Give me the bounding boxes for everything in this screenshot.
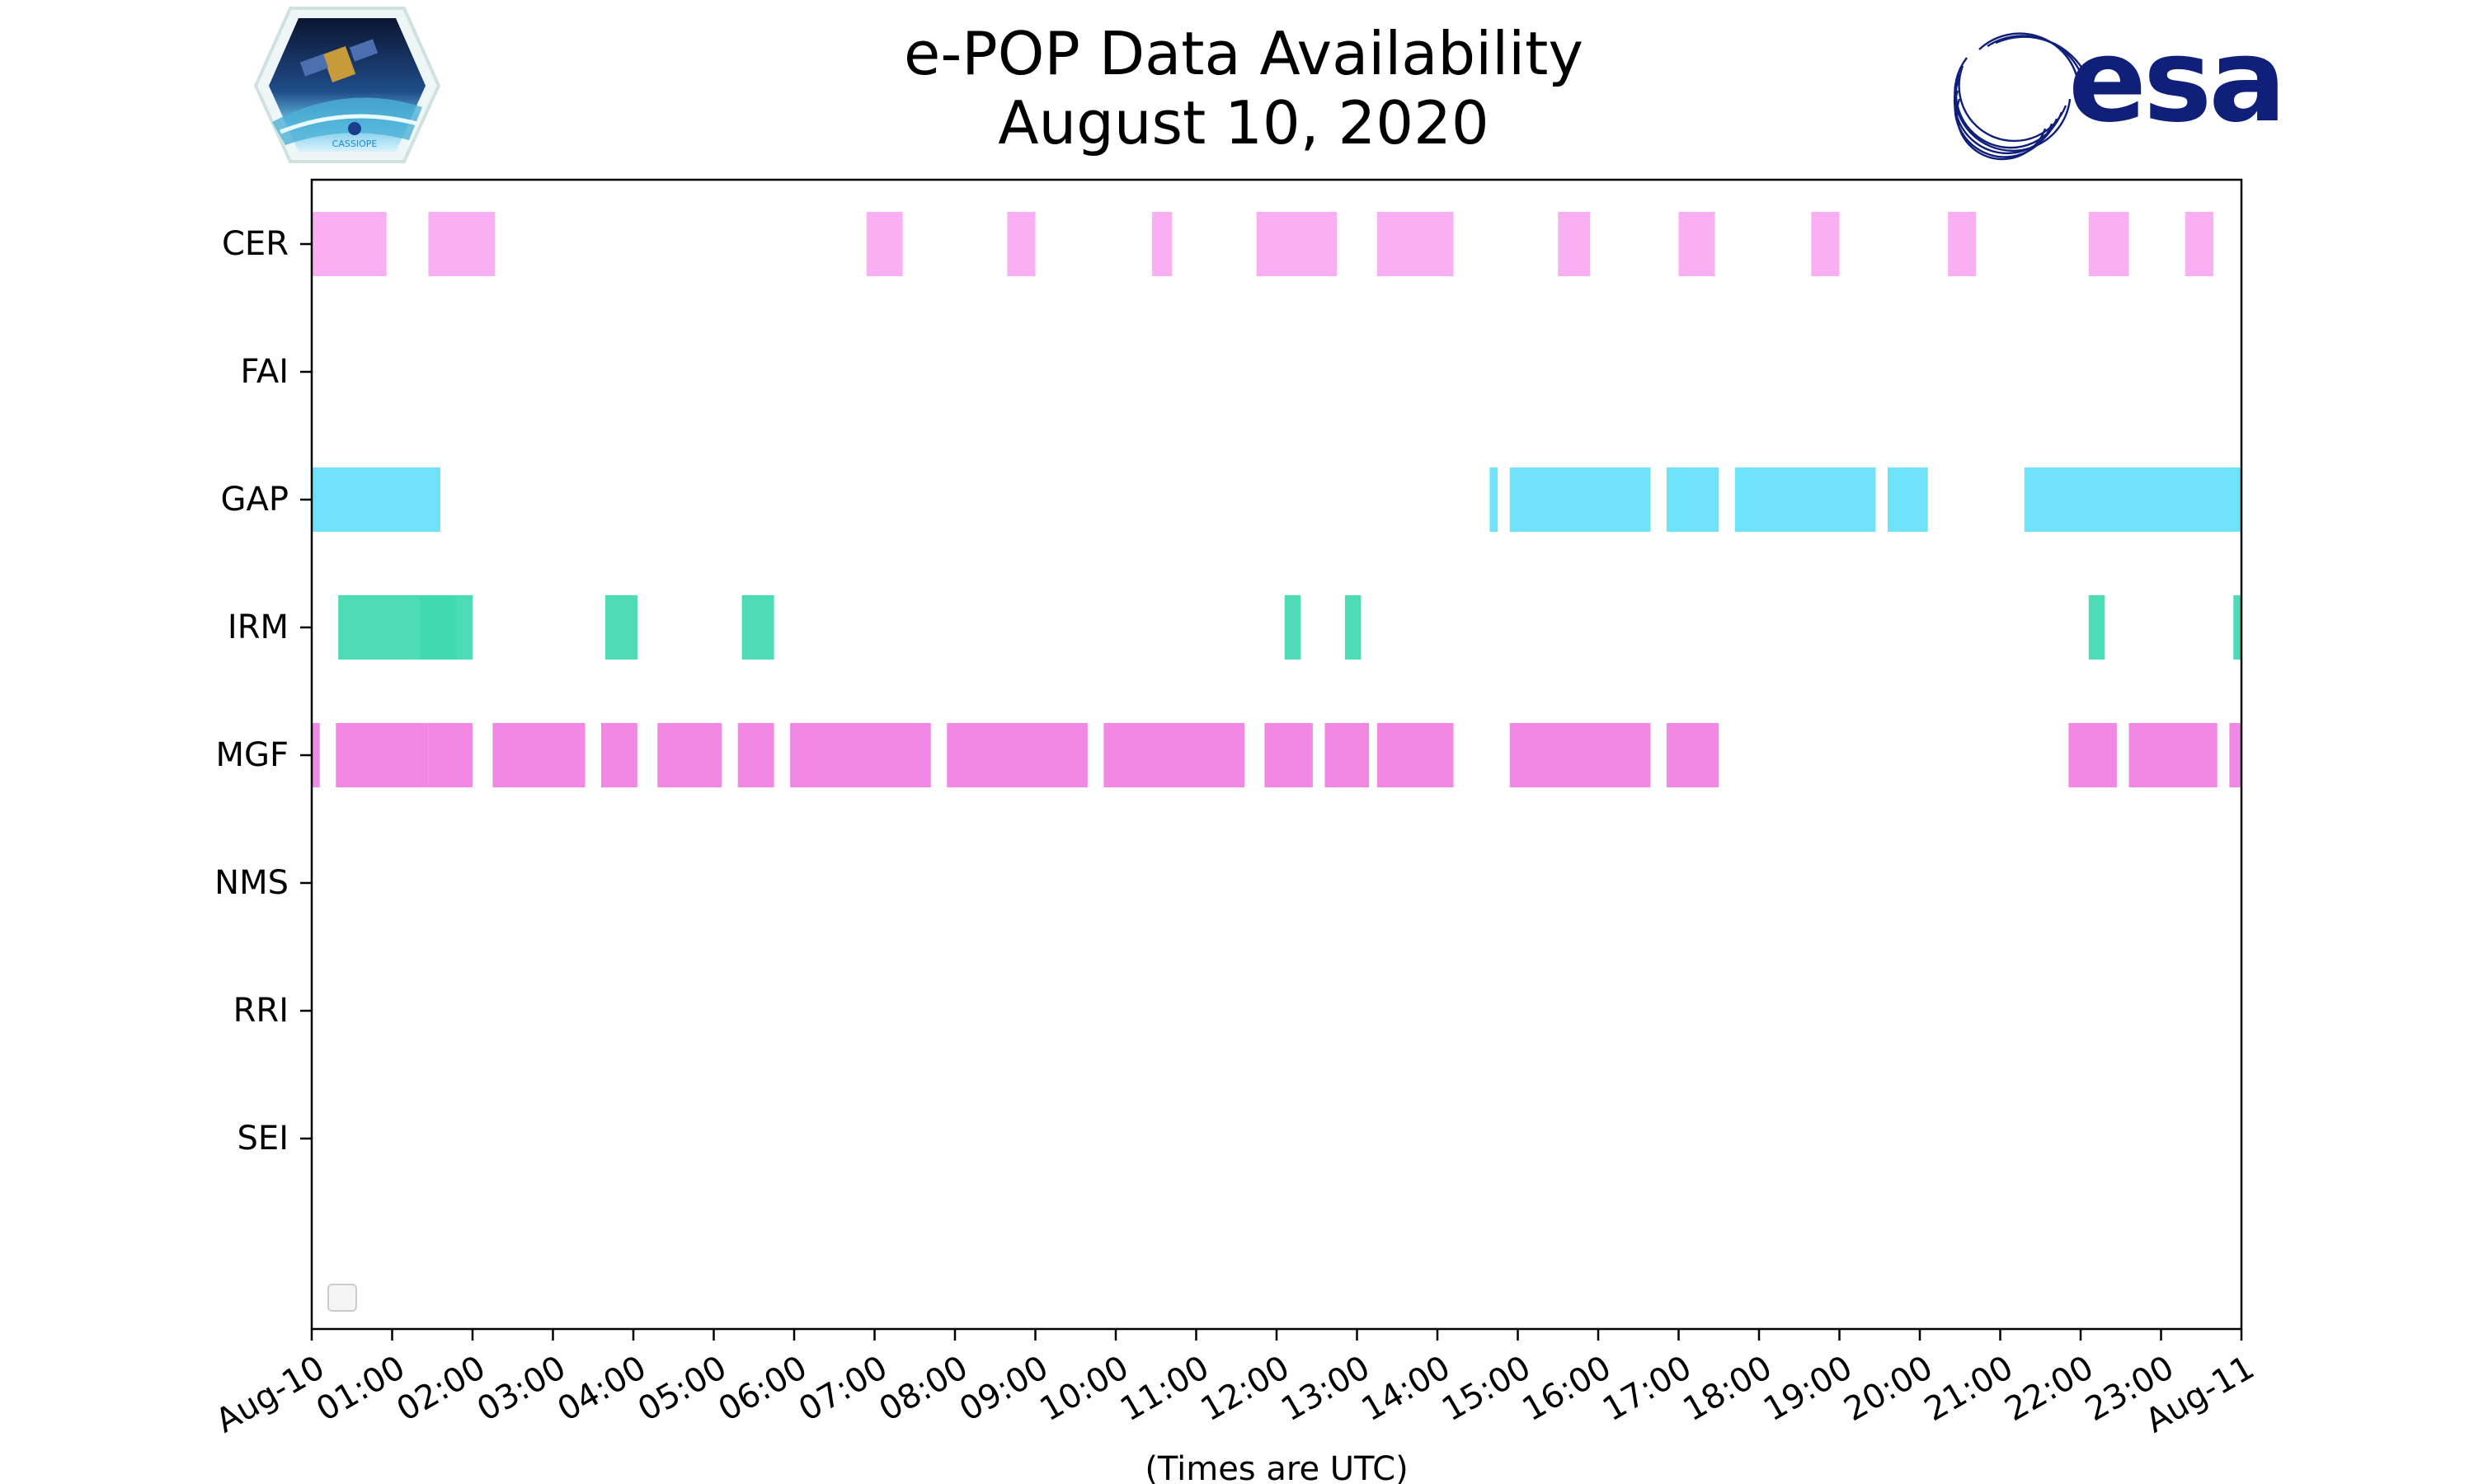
x-tick-label-11: 11:00 <box>1114 1349 1216 1429</box>
bar-gap-4 <box>1734 467 1876 532</box>
bar-gap-0 <box>312 467 440 532</box>
bar-cer-5 <box>1256 212 1338 276</box>
bar-irm-2 <box>428 595 473 660</box>
bar-cer-1 <box>428 212 496 276</box>
bar-cer-2 <box>866 212 903 276</box>
x-tick-label-22: 22:00 <box>1999 1349 2100 1429</box>
esa-wordmark: esa <box>2068 14 2284 148</box>
bar-irm-3 <box>604 595 637 660</box>
bar-mgf-15 <box>2068 723 2117 787</box>
x-tick-label-12: 12:00 <box>1195 1349 1296 1429</box>
bar-mgf-0 <box>312 723 320 787</box>
bar-irm-8 <box>2233 595 2241 660</box>
bar-cer-8 <box>1678 212 1715 276</box>
x-tick-label-1: 01:00 <box>310 1349 412 1429</box>
bar-cer-7 <box>1558 212 1591 276</box>
cassiope-logo: CASSIOPE <box>253 7 441 163</box>
x-tick-label-2: 02:00 <box>391 1349 492 1429</box>
cassiope-caption: CASSIOPE <box>332 139 378 149</box>
x-tick-label-6: 06:00 <box>713 1349 814 1429</box>
x-tick-label-21: 21:00 <box>1918 1349 2020 1429</box>
bar-cer-12 <box>2185 212 2213 276</box>
x-tick-label-14: 14:00 <box>1356 1349 1457 1429</box>
bar-irm-7 <box>2088 595 2105 660</box>
x-tick-label-10: 10:00 <box>1034 1349 1136 1429</box>
bar-mgf-17 <box>2229 723 2241 787</box>
bar-gap-3 <box>1666 467 1719 532</box>
chart-title: e-POP Data Availability <box>904 19 1583 88</box>
bar-cer-3 <box>1007 212 1036 276</box>
x-tick-label-3: 03:00 <box>471 1349 572 1429</box>
bar-mgf-1 <box>336 723 429 787</box>
bar-gap-6 <box>2024 467 2241 532</box>
x-tick-label-7: 07:00 <box>793 1349 894 1429</box>
x-axis: Aug-1001:0002:0003:0004:0005:0006:0007:0… <box>209 1329 2260 1440</box>
x-tick-label-18: 18:00 <box>1677 1349 1779 1429</box>
bar-mgf-3 <box>492 723 586 787</box>
y-tick-label-mgf: MGF <box>215 736 289 774</box>
bar-mgf-7 <box>790 723 931 787</box>
bar-mgf-2 <box>428 723 473 787</box>
bar-irm-4 <box>741 595 774 660</box>
bar-mgf-13 <box>1509 723 1651 787</box>
x-tick-label-4: 04:00 <box>552 1349 653 1429</box>
bar-gap-5 <box>1888 467 1928 532</box>
x-tick-label-20: 20:00 <box>1838 1349 1940 1429</box>
bar-cer-4 <box>1151 212 1173 276</box>
bar-gap-2 <box>1509 467 1651 532</box>
bar-mgf-12 <box>1376 723 1454 787</box>
y-tick-label-fai: FAI <box>241 353 289 391</box>
y-tick-label-nms: NMS <box>214 864 289 902</box>
x-axis-label: (Times are UTC) <box>1145 1450 1408 1484</box>
x-tick-label-9: 09:00 <box>953 1349 1055 1429</box>
y-tick-label-rri: RRI <box>233 992 289 1030</box>
esa-globe-icon <box>1953 32 2088 161</box>
timeline-bars <box>312 212 2241 787</box>
bar-mgf-9 <box>1103 723 1244 787</box>
bar-mgf-8 <box>947 723 1088 787</box>
bar-irm-6 <box>1344 595 1362 660</box>
y-tick-label-gap: GAP <box>221 481 289 519</box>
bar-cer-0 <box>312 212 387 276</box>
x-tick-label-15: 15:00 <box>1436 1349 1537 1429</box>
x-tick-label-17: 17:00 <box>1597 1349 1698 1429</box>
bar-cer-10 <box>1948 212 1977 276</box>
bar-mgf-10 <box>1264 723 1313 787</box>
y-tick-label-sei: SEI <box>238 1120 289 1158</box>
y-axis: CER FAI GAP IRM MGF NMS RRI SEI <box>214 225 312 1158</box>
bar-mgf-16 <box>2128 723 2218 787</box>
esa-logo: esa <box>1953 14 2287 161</box>
x-tick-label-8: 08:00 <box>873 1349 975 1429</box>
chart-subtitle: August 10, 2020 <box>998 88 1489 157</box>
legend-box <box>327 1284 357 1312</box>
x-tick-label-13: 13:00 <box>1275 1349 1376 1429</box>
bar-cer-11 <box>2088 212 2129 276</box>
bar-mgf-11 <box>1324 723 1370 787</box>
bar-mgf-5 <box>657 723 722 787</box>
bar-mgf-4 <box>601 723 637 787</box>
y-tick-label-irm: IRM <box>228 608 289 646</box>
x-tick-label-5: 05:00 <box>632 1349 733 1429</box>
x-tick-label-16: 16:00 <box>1517 1349 1618 1429</box>
bar-mgf-14 <box>1666 723 1719 787</box>
bar-gap-1 <box>1489 467 1498 532</box>
bar-cer-9 <box>1811 212 1840 276</box>
bar-mgf-6 <box>737 723 774 787</box>
bar-irm-0 <box>338 595 429 660</box>
x-tick-label-19: 19:00 <box>1757 1349 1859 1429</box>
y-tick-label-cer: CER <box>222 225 289 263</box>
bar-irm-5 <box>1284 595 1301 660</box>
bar-cer-6 <box>1376 212 1454 276</box>
